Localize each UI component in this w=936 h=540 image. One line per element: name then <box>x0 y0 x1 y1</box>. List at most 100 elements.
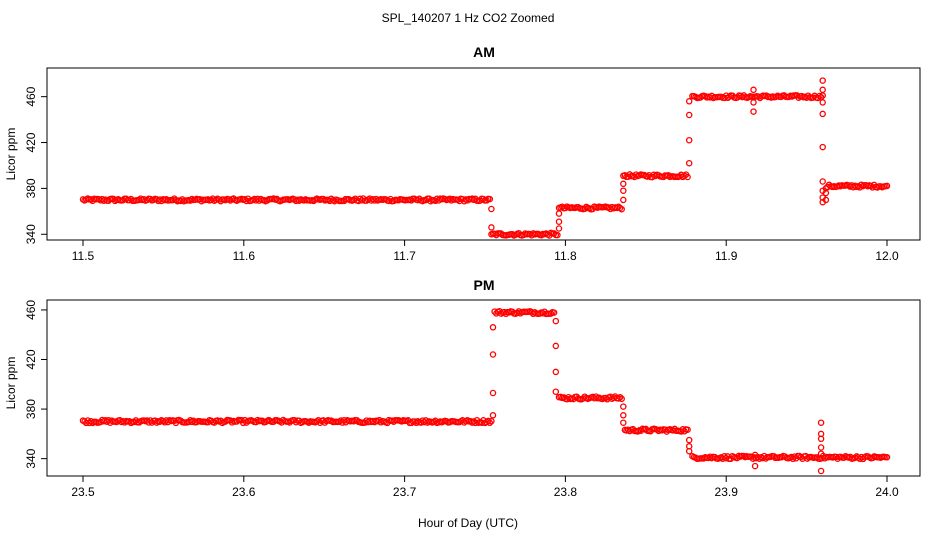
pm-x-tick-label: 23.6 <box>232 485 256 499</box>
am-data-point <box>618 205 625 213</box>
pm-data-point <box>817 467 825 475</box>
pm-data-point <box>616 393 624 401</box>
pm-y-axis-label: Licor ppm <box>4 357 18 410</box>
am-x-tick-label: 11.8 <box>554 249 577 263</box>
am-data-point <box>620 187 627 194</box>
pm-data-point <box>486 419 494 427</box>
am-data-point <box>750 108 757 115</box>
am-data-point <box>685 136 693 144</box>
pm-data-point <box>552 317 560 325</box>
pm-panel: PM Licor ppm 23.5 23.6 23.7 23.8 23.9 24.0 34… <box>4 277 921 499</box>
am-x-tick-label: 11.6 <box>233 249 256 263</box>
am-data-point <box>488 224 495 231</box>
pm-data-point <box>102 417 109 424</box>
am-data-point <box>483 197 490 204</box>
am-data-point <box>555 210 563 217</box>
am-data-point <box>488 205 495 213</box>
pm-data-point <box>502 310 510 318</box>
pm-data-point <box>817 435 825 443</box>
am-panel-title: AM <box>473 44 495 60</box>
pm-data-point <box>550 309 558 316</box>
pm-data-point <box>817 419 825 426</box>
am-y-axis: 340 380 420 460 <box>24 86 47 244</box>
am-data-point <box>620 180 627 188</box>
pm-data-point <box>817 444 825 451</box>
am-data-point <box>626 171 633 178</box>
pm-x-axis: 23.5 23.6 23.7 23.8 23.9 24.0 <box>71 476 899 499</box>
pm-data-point <box>620 412 627 419</box>
am-panel: AM Licor ppm 11.5 11.6 11.7 11.8 11.9 12.0 34… <box>4 44 921 263</box>
pm-data-point <box>552 342 560 350</box>
am-data-point <box>819 77 826 84</box>
pm-data-point <box>685 436 693 444</box>
am-y-tick-label: 420 <box>24 132 38 152</box>
am-x-tick-label: 12.0 <box>875 249 899 263</box>
am-data-point <box>883 182 891 190</box>
pm-data-point <box>817 450 825 457</box>
pm-data-point <box>552 368 560 376</box>
am-data-point <box>486 195 494 203</box>
am-y-tick-label: 340 <box>24 224 38 244</box>
pm-y-tick-label: 340 <box>24 448 38 468</box>
am-data-point <box>555 225 563 232</box>
pm-data-point <box>615 395 622 402</box>
am-data-point <box>555 204 563 212</box>
am-data-point <box>488 231 495 238</box>
pm-data-point <box>685 447 693 455</box>
am-x-axis: 11.5 11.6 11.7 11.8 11.9 12.0 <box>72 240 899 263</box>
pm-data-points <box>79 307 891 475</box>
pm-x-tick-label: 23.9 <box>715 485 739 499</box>
am-y-axis-label: Licor ppm <box>4 128 18 181</box>
am-data-point <box>819 99 826 106</box>
am-x-tick-label: 11.5 <box>72 249 95 263</box>
am-data-point <box>685 111 693 119</box>
pm-data-point <box>751 451 759 459</box>
am-data-point <box>550 230 558 237</box>
pm-data-point <box>684 426 691 433</box>
pm-data-point <box>489 324 497 331</box>
am-data-point <box>819 86 826 94</box>
pm-data-point <box>489 412 497 419</box>
pm-data-point <box>489 351 497 358</box>
am-x-tick-label: 11.9 <box>715 249 738 263</box>
x-axis-label: Hour of Day (UTC) <box>418 516 518 530</box>
pm-data-point <box>488 417 495 425</box>
am-data-point <box>554 231 561 239</box>
pm-panel-title: PM <box>474 277 495 293</box>
pm-plot-frame <box>46 299 921 477</box>
am-data-point <box>684 173 691 181</box>
am-data-point <box>819 143 826 151</box>
pm-y-tick-label: 380 <box>24 399 38 419</box>
pm-x-tick-label: 23.5 <box>71 485 95 499</box>
pm-data-point <box>547 310 555 317</box>
am-data-point <box>685 159 693 167</box>
pm-data-point <box>883 453 891 461</box>
pm-y-axis: 340 380 420 460 <box>24 300 47 469</box>
am-y-tick-label: 460 <box>24 86 38 106</box>
am-data-point <box>819 178 826 185</box>
pm-data-point <box>756 455 763 462</box>
pm-data-point <box>751 462 759 470</box>
pm-x-tick-label: 23.7 <box>393 485 417 499</box>
am-data-points <box>79 77 891 239</box>
am-data-point <box>750 86 757 94</box>
pm-y-tick-label: 420 <box>24 349 38 369</box>
pm-data-point <box>620 403 627 410</box>
main-title: SPL_140207 1 Hz CO2 Zoomed <box>382 11 555 25</box>
pm-y-tick-label: 460 <box>24 300 38 320</box>
am-data-point <box>819 110 826 118</box>
am-data-point <box>750 99 757 106</box>
pm-x-tick-label: 24.0 <box>875 485 899 499</box>
pm-x-tick-label: 23.8 <box>554 485 578 499</box>
pm-data-point <box>489 389 497 397</box>
am-data-point <box>822 196 830 204</box>
am-data-point <box>620 196 627 204</box>
pm-data-point <box>618 395 625 403</box>
am-y-tick-label: 380 <box>24 178 38 198</box>
am-data-point <box>685 98 693 105</box>
am-data-point <box>555 218 563 225</box>
am-data-point <box>620 172 627 180</box>
am-plot-frame <box>46 67 921 241</box>
am-x-tick-label: 11.7 <box>393 249 416 263</box>
